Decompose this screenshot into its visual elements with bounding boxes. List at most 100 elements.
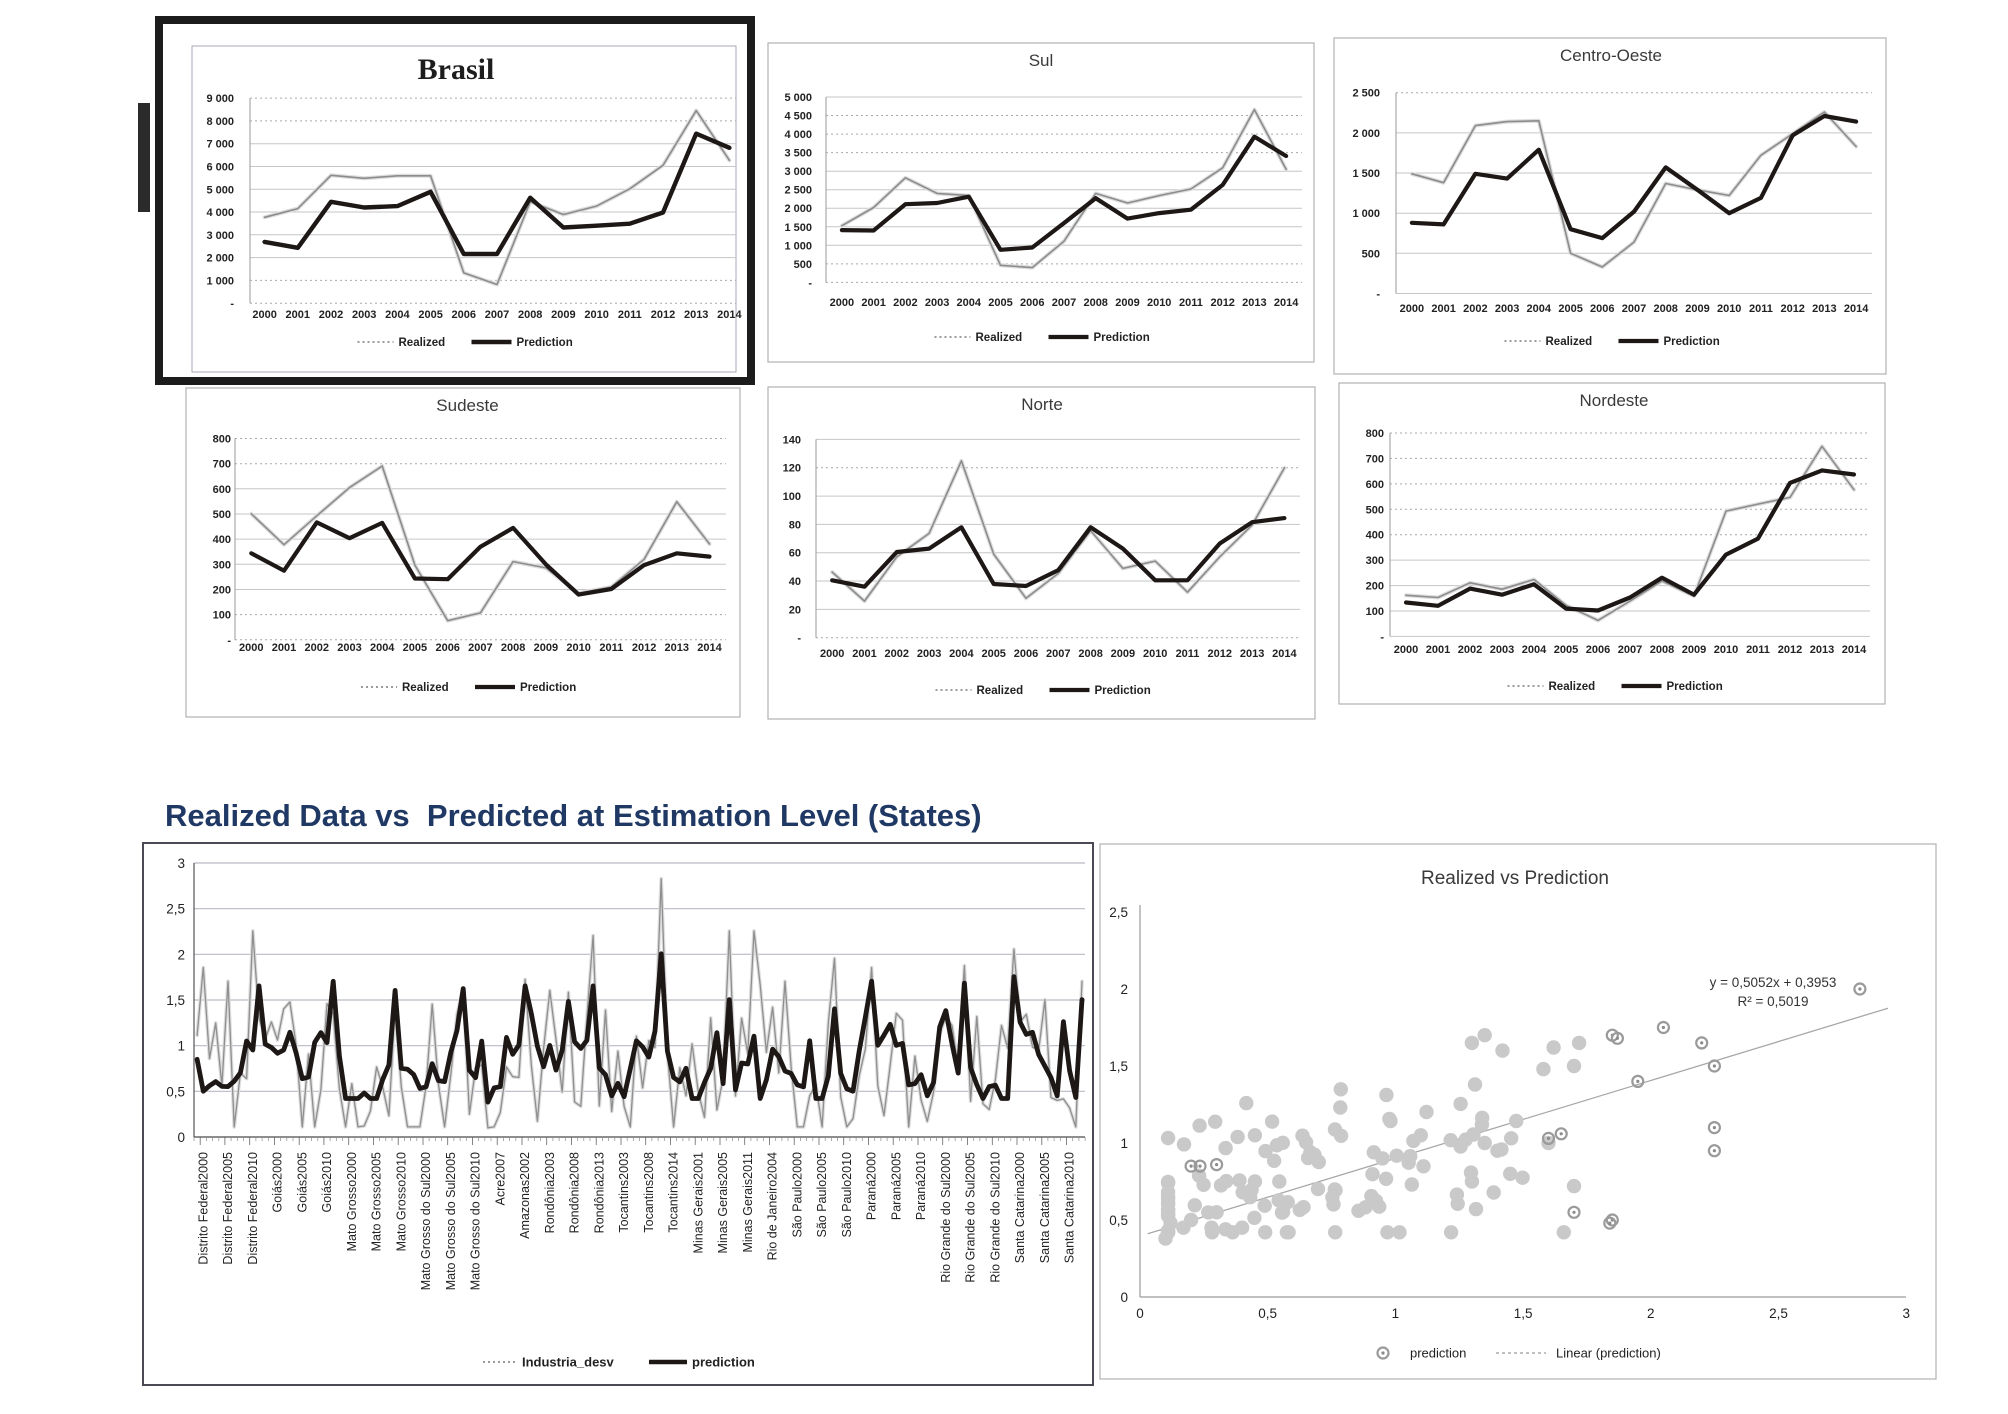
svg-text:2004: 2004	[949, 648, 974, 660]
svg-text:2003: 2003	[1490, 644, 1514, 656]
svg-text:Prediction: Prediction	[1095, 685, 1151, 697]
svg-text:1 500: 1 500	[1352, 168, 1380, 180]
svg-text:2002: 2002	[893, 297, 917, 309]
svg-text:Paraná2005: Paraná2005	[889, 1152, 903, 1220]
svg-text:0,5: 0,5	[1109, 1213, 1128, 1228]
svg-text:2006: 2006	[1014, 648, 1038, 660]
svg-text:2009: 2009	[1682, 644, 1706, 656]
svg-text:2005: 2005	[418, 309, 442, 321]
svg-text:2003: 2003	[917, 648, 941, 660]
svg-text:Rondônia2013: Rondônia2013	[592, 1152, 606, 1233]
svg-text:Distrito Federal2010: Distrito Federal2010	[246, 1152, 260, 1265]
svg-text:2009: 2009	[534, 642, 558, 654]
svg-text:1 000: 1 000	[206, 275, 234, 287]
svg-text:20: 20	[789, 604, 801, 616]
svg-text:Realized: Realized	[399, 337, 446, 349]
svg-text:2008: 2008	[1078, 648, 1102, 660]
svg-text:2004: 2004	[385, 309, 410, 321]
svg-text:1,5: 1,5	[1514, 1306, 1533, 1321]
svg-text:2014: 2014	[717, 309, 742, 321]
svg-text:Realized: Realized	[976, 332, 1023, 344]
svg-text:2000: 2000	[1394, 644, 1418, 656]
svg-text:2009: 2009	[1685, 303, 1709, 315]
svg-text:400: 400	[213, 534, 231, 546]
svg-text:2000: 2000	[1400, 303, 1424, 315]
svg-text:-: -	[1376, 289, 1380, 301]
svg-text:Rio de Janeiro2004: Rio de Janeiro2004	[766, 1152, 780, 1260]
svg-text:Prediction: Prediction	[517, 337, 573, 349]
svg-text:700: 700	[213, 459, 231, 471]
svg-text:500: 500	[794, 259, 812, 271]
svg-text:2 500: 2 500	[1352, 88, 1380, 100]
svg-text:3: 3	[1902, 1306, 1910, 1321]
svg-text:80: 80	[789, 519, 801, 531]
svg-text:Minas Gerais2011: Minas Gerais2011	[741, 1152, 755, 1253]
svg-text:Santa Catarina2000: Santa Catarina2000	[1013, 1152, 1027, 1263]
svg-text:300: 300	[1366, 555, 1384, 567]
svg-text:prediction: prediction	[1410, 1346, 1466, 1361]
svg-text:2002: 2002	[885, 648, 909, 660]
svg-text:Rio Grande do Sul2005: Rio Grande do Sul2005	[964, 1152, 978, 1283]
svg-text:2010: 2010	[1143, 648, 1167, 660]
svg-text:2012: 2012	[1210, 297, 1234, 309]
svg-text:2010: 2010	[566, 642, 590, 654]
svg-text:2009: 2009	[551, 309, 575, 321]
svg-text:2007: 2007	[1618, 644, 1642, 656]
svg-text:5 000: 5 000	[206, 184, 234, 196]
svg-text:Sul: Sul	[1029, 51, 1054, 70]
svg-text:200: 200	[213, 585, 231, 597]
svg-text:-: -	[1380, 631, 1384, 643]
svg-text:1,5: 1,5	[1109, 1059, 1128, 1074]
svg-text:2004: 2004	[1527, 303, 1552, 315]
svg-text:São Paulo2000: São Paulo2000	[790, 1152, 804, 1238]
svg-text:2008: 2008	[1650, 644, 1674, 656]
svg-text:2005: 2005	[403, 642, 427, 654]
svg-text:120: 120	[783, 463, 801, 475]
svg-text:2013: 2013	[1242, 297, 1266, 309]
svg-text:2005: 2005	[1554, 644, 1578, 656]
svg-text:Mato Grosso2010: Mato Grosso2010	[394, 1152, 408, 1251]
svg-text:2010: 2010	[1147, 297, 1171, 309]
svg-text:2008: 2008	[1653, 303, 1677, 315]
svg-text:300: 300	[213, 559, 231, 571]
svg-text:1: 1	[177, 1039, 185, 1054]
svg-text:400: 400	[1366, 530, 1384, 542]
svg-text:Santa Catarina2010: Santa Catarina2010	[1063, 1152, 1077, 1263]
svg-text:0: 0	[1120, 1290, 1128, 1305]
svg-text:2011: 2011	[1179, 297, 1203, 309]
svg-text:Realized: Realized	[977, 685, 1024, 697]
svg-text:2011: 2011	[1749, 303, 1773, 315]
svg-text:4 500: 4 500	[784, 111, 812, 123]
svg-text:2003: 2003	[1495, 303, 1519, 315]
svg-text:Santa Catarina2005: Santa Catarina2005	[1038, 1152, 1052, 1263]
svg-text:6 000: 6 000	[206, 162, 234, 174]
svg-text:Mato Grosso2005: Mato Grosso2005	[370, 1152, 384, 1251]
svg-text:2011: 2011	[1746, 644, 1770, 656]
svg-text:800: 800	[1366, 428, 1384, 440]
svg-text:3: 3	[177, 856, 185, 871]
svg-text:0,5: 0,5	[1258, 1306, 1277, 1321]
svg-text:2013: 2013	[665, 642, 689, 654]
svg-text:2014: 2014	[1844, 303, 1869, 315]
svg-text:1 000: 1 000	[784, 240, 812, 252]
svg-text:0,5: 0,5	[166, 1084, 185, 1099]
svg-text:Norte: Norte	[1021, 395, 1063, 414]
svg-text:1 000: 1 000	[1352, 208, 1380, 220]
svg-text:2: 2	[1647, 1306, 1655, 1321]
svg-text:100: 100	[213, 610, 231, 622]
svg-text:Tocantins2014: Tocantins2014	[667, 1152, 681, 1233]
svg-text:4 000: 4 000	[784, 129, 812, 141]
svg-text:2011: 2011	[599, 642, 623, 654]
svg-text:2006: 2006	[435, 642, 459, 654]
svg-text:Sudeste: Sudeste	[436, 396, 498, 415]
svg-text:2013: 2013	[1240, 648, 1264, 660]
svg-text:2004: 2004	[957, 297, 982, 309]
svg-text:3 500: 3 500	[784, 148, 812, 160]
svg-text:prediction: prediction	[692, 1355, 755, 1370]
svg-text:2001: 2001	[1431, 303, 1455, 315]
svg-text:2000: 2000	[820, 648, 844, 660]
svg-text:-: -	[797, 633, 801, 645]
svg-text:2013: 2013	[1812, 303, 1836, 315]
svg-text:2 000: 2 000	[206, 253, 234, 265]
svg-text:200: 200	[1366, 581, 1384, 593]
